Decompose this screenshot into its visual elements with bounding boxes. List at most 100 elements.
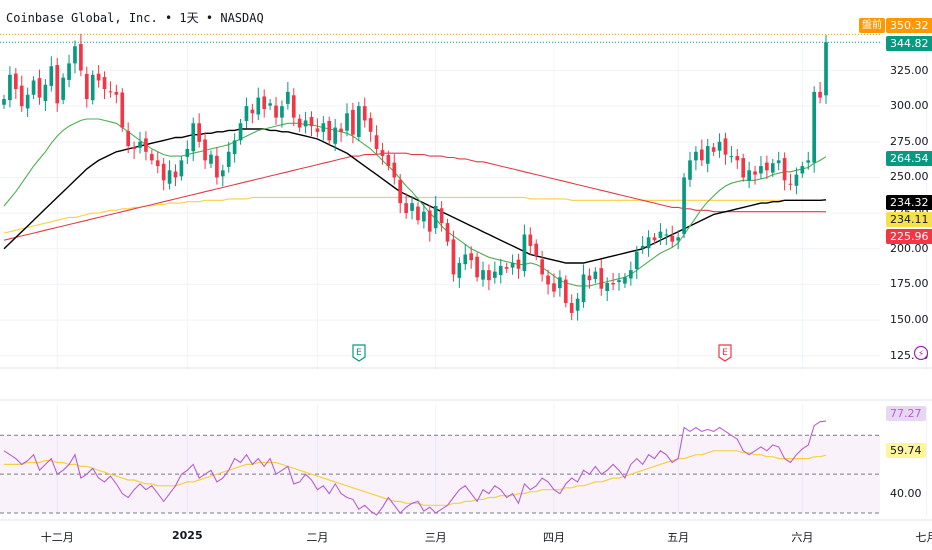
candle [256, 87, 261, 121]
candle-body [558, 277, 562, 289]
candle [552, 273, 556, 298]
candle [759, 156, 763, 180]
candle [126, 122, 131, 154]
candle [410, 196, 414, 220]
candle [345, 103, 349, 137]
candle-body [37, 78, 42, 98]
price-tick-label: 325.00 [890, 63, 929, 77]
candle-body [297, 118, 302, 128]
candle-body [244, 106, 249, 121]
candle [534, 239, 539, 261]
earnings-marker-icon[interactable]: E [352, 344, 366, 362]
candle [220, 164, 225, 187]
candle [812, 86, 817, 173]
candle-body [232, 140, 237, 155]
candle [150, 149, 154, 165]
candle-body [812, 91, 817, 163]
candle [303, 111, 308, 134]
candle [498, 258, 503, 284]
candle [765, 155, 769, 179]
title-separator: • [205, 11, 214, 25]
candle-body [516, 259, 521, 269]
candle [611, 273, 615, 291]
symbol-interval[interactable]: 1天 [179, 11, 199, 25]
candle [753, 165, 757, 185]
candle [226, 141, 231, 173]
symbol-title[interactable]: Coinbase Global, Inc. • 1天 • NASDAQ [6, 9, 264, 26]
candle-body [670, 235, 675, 242]
candle-body [31, 80, 36, 95]
candle-body [593, 271, 598, 280]
event-marker-symbol: E [723, 348, 729, 358]
candle-body [315, 128, 320, 132]
candle-body [546, 275, 550, 285]
candle-body [374, 135, 379, 149]
candle [439, 201, 444, 232]
candle [457, 257, 462, 288]
candle [776, 151, 781, 171]
candle-body [688, 160, 692, 180]
candle-body [445, 223, 450, 242]
rsi-value-tag: 77.27 [886, 405, 926, 421]
price-tick-label: 150.00 [890, 313, 929, 327]
candle-body [534, 243, 539, 256]
candle-body [522, 234, 527, 272]
candle [73, 40, 77, 74]
candle [516, 253, 521, 279]
candle [587, 268, 592, 289]
candle-body [345, 113, 349, 131]
candle-body [114, 91, 119, 95]
candle [770, 158, 775, 177]
candle-body [150, 154, 154, 161]
candle-body [599, 268, 604, 289]
time-tick-label: 2025 [172, 529, 203, 542]
candle [475, 252, 479, 282]
candle [55, 57, 60, 112]
candle-body [392, 162, 397, 178]
candle-body [220, 170, 225, 177]
candle-body [209, 154, 213, 164]
time-tick-label: 三月 [424, 531, 447, 544]
candle-body [120, 92, 125, 128]
candle [694, 146, 698, 171]
candle [445, 218, 450, 246]
split-marker-icon[interactable]: ⚡ [913, 344, 928, 362]
candle [569, 294, 574, 321]
earnings-marker-icon[interactable]: E [718, 344, 733, 362]
candle [108, 81, 113, 98]
candle [427, 204, 432, 242]
candle-body [629, 270, 633, 279]
candle [487, 264, 491, 291]
candle-body [2, 99, 6, 105]
candle [215, 147, 219, 185]
candle [90, 70, 95, 105]
candle [37, 69, 42, 105]
candle [339, 122, 343, 142]
candle-body [126, 130, 131, 147]
candle [723, 132, 728, 165]
candle-body [90, 74, 95, 101]
candle [238, 118, 243, 145]
ma-line-ma-long [3, 196, 827, 234]
candle-body [439, 208, 444, 224]
candle-body [634, 251, 639, 270]
candle-body [652, 237, 657, 241]
candle-body [238, 123, 243, 141]
candle [333, 118, 337, 151]
candle [286, 81, 290, 110]
candle [274, 97, 278, 125]
candle-body [108, 91, 113, 93]
candle [327, 116, 332, 145]
candle-body [144, 138, 148, 152]
candle-body [185, 148, 190, 157]
candle [688, 151, 692, 187]
candle-body [747, 170, 751, 181]
candle-body [356, 106, 361, 137]
candle [493, 261, 497, 284]
candle [43, 79, 48, 112]
last-price-tag: 344.82 [886, 35, 932, 51]
candle [84, 66, 89, 108]
candle [79, 33, 83, 77]
candle [404, 193, 408, 219]
candle-body [623, 277, 627, 284]
